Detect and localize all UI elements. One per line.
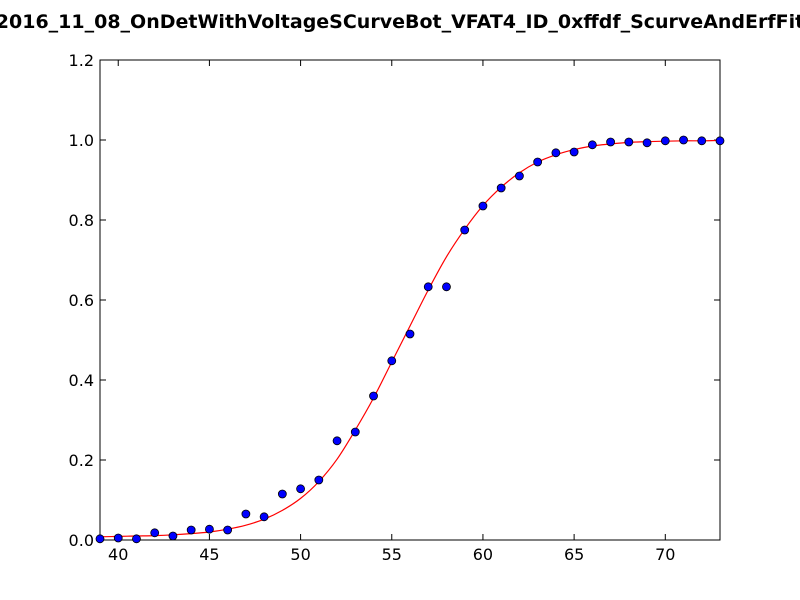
y-tick-label: 0.0 — [69, 531, 94, 550]
y-tick-label: 1.2 — [69, 51, 94, 70]
data-point — [95, 534, 105, 544]
x-tick-label: 40 — [108, 545, 128, 564]
data-point — [551, 148, 561, 158]
data-point — [715, 136, 725, 146]
fit-curve — [99, 139, 721, 538]
data-point — [496, 183, 506, 193]
data-point — [369, 391, 378, 401]
data-point — [296, 484, 305, 494]
data-point — [460, 225, 470, 235]
data-point — [150, 528, 160, 538]
data-point — [624, 137, 634, 147]
y-tick-label: 0.2 — [69, 451, 94, 470]
axis-ticks — [100, 59, 720, 541]
data-point — [350, 427, 360, 437]
x-tick-label: 65 — [564, 545, 584, 564]
data-point — [642, 138, 652, 148]
data-point — [241, 509, 251, 519]
y-tick-label: 0.4 — [69, 371, 94, 390]
y-tick-label: 0.6 — [69, 291, 94, 310]
x-tick-label: 50 — [290, 545, 310, 564]
x-tick-label: 45 — [199, 545, 219, 564]
data-point — [277, 489, 287, 499]
data-point — [660, 136, 670, 146]
data-point — [168, 531, 178, 541]
data-point — [205, 524, 214, 534]
data-point — [569, 147, 579, 157]
axis-tick-labels: 40 45 50 55 60 65 70 0.0 0.2 0.4 0.6 0.8 1.0 1.2 — [69, 51, 676, 564]
data-point — [132, 534, 141, 544]
data-point — [442, 282, 451, 292]
data-point — [679, 135, 688, 145]
fit-line-group — [99, 139, 721, 538]
data-point — [314, 475, 324, 485]
x-tick-label: 60 — [473, 545, 493, 564]
data-points — [95, 135, 725, 544]
chart-title: 2016_11_08_OnDetWithVoltageSCurveBot_VFA… — [0, 11, 800, 33]
plot-frame — [99, 59, 721, 541]
data-point — [113, 533, 123, 543]
data-point — [223, 525, 233, 535]
data-point — [533, 157, 543, 167]
data-point — [478, 201, 488, 211]
x-tick-label: 70 — [655, 545, 675, 564]
data-point — [515, 171, 524, 181]
data-point — [606, 137, 615, 147]
y-tick-label: 1.0 — [69, 131, 94, 150]
data-point — [186, 525, 196, 535]
data-point — [332, 436, 342, 446]
data-point — [259, 512, 269, 522]
data-point — [697, 136, 707, 146]
x-tick-label: 55 — [382, 545, 402, 564]
data-point — [587, 140, 597, 150]
y-tick-label: 0.8 — [69, 211, 94, 230]
data-point — [423, 282, 433, 292]
data-point — [405, 329, 415, 339]
data-point — [387, 356, 397, 366]
